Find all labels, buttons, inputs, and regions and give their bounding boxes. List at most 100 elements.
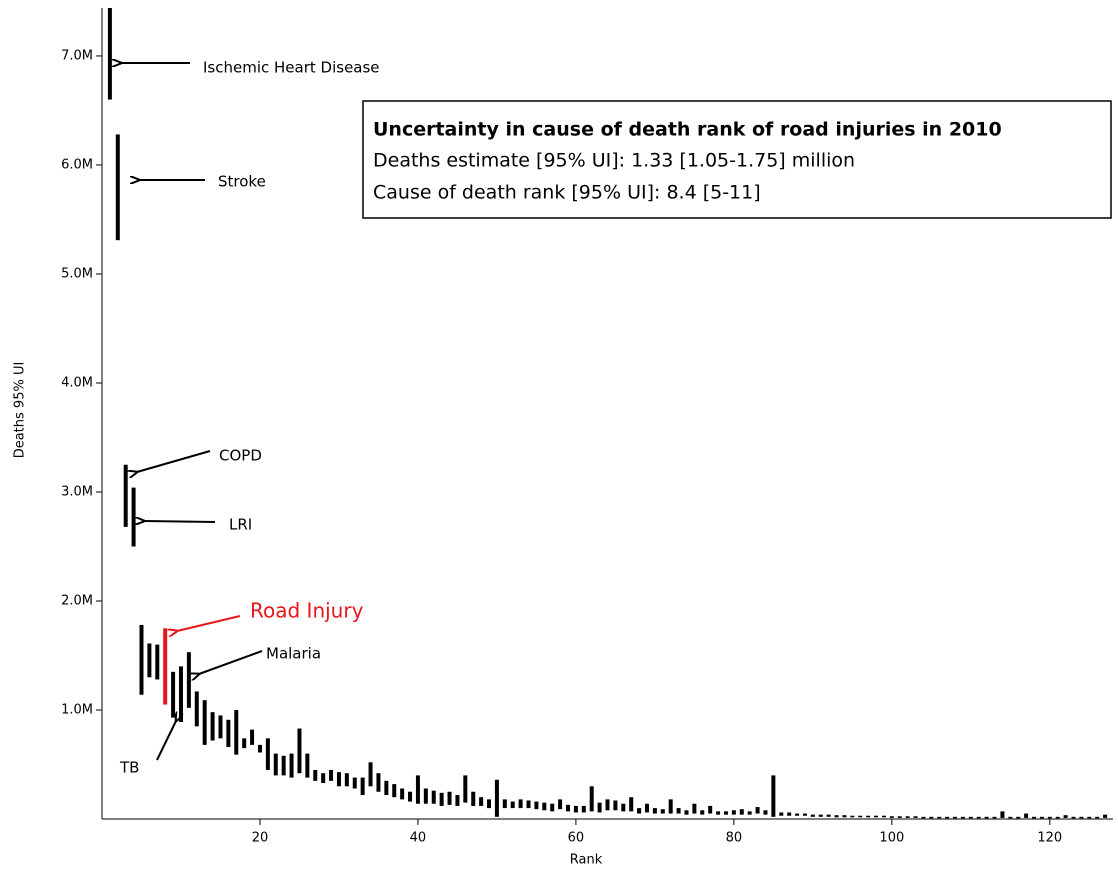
y-tick-label: 2.0M: [61, 593, 93, 608]
range-bar: [668, 799, 673, 814]
info-line: Cause of death rank [95% UI]: 8.4 [5-11]: [373, 182, 761, 204]
info-title: Uncertainty in cause of death rank of ro…: [373, 119, 1002, 141]
range-bar: [716, 811, 721, 815]
range-bar: [423, 788, 428, 804]
range-bar: [787, 812, 792, 816]
annotation: Stroke: [218, 173, 266, 191]
range-bar: [471, 791, 476, 806]
range-bar: [858, 815, 863, 818]
range-bar: [447, 791, 452, 805]
range-bar: [329, 769, 334, 781]
range-bar: [1016, 816, 1021, 819]
range-bar: [194, 691, 199, 727]
range-bar: [123, 464, 128, 527]
range-bar: [155, 644, 160, 680]
range-bar: [723, 811, 728, 815]
range-bar: [1032, 816, 1037, 819]
range-bar: [479, 797, 484, 806]
annotation: Malaria: [266, 645, 321, 663]
range-bar: [431, 790, 436, 804]
annotation: COPD: [219, 447, 262, 465]
y-tick-label: 3.0M: [61, 484, 93, 499]
range-bar: [700, 810, 705, 815]
range-bar: [368, 762, 373, 787]
range-bar: [202, 700, 207, 745]
range-bar: [558, 799, 563, 810]
range-bar: [795, 813, 800, 816]
annotation: LRI: [229, 516, 252, 534]
range-bar: [226, 719, 231, 748]
range-bar: [1095, 816, 1100, 819]
range-bar: [1071, 816, 1076, 819]
range-bar: [960, 816, 965, 819]
range-bar: [684, 810, 689, 815]
range-bar: [755, 807, 760, 814]
range-bar: [297, 728, 302, 774]
range-bar: [692, 803, 697, 814]
range-bar: [534, 801, 539, 810]
range-bar: [400, 788, 405, 800]
range-bar: [945, 816, 950, 819]
range-bar: [874, 815, 879, 818]
range-bar: [321, 773, 326, 784]
range-bar: [336, 772, 341, 787]
range-bar: [929, 816, 934, 819]
range-bar: [139, 624, 144, 695]
x-tick-label: 100: [879, 831, 904, 846]
range-bar: [913, 816, 918, 818]
range-bar: [163, 628, 168, 705]
range-bar: [834, 815, 839, 818]
range-bar: [1055, 816, 1060, 819]
range-bar: [131, 487, 136, 547]
range-bar: [866, 815, 871, 818]
range-bar: [352, 777, 357, 789]
range-bar: [921, 816, 926, 819]
range-bar: [660, 809, 665, 814]
range-bar: [289, 753, 294, 778]
y-tick-label: 1.0M: [61, 702, 93, 717]
range-bar: [542, 802, 547, 811]
range-bar: [881, 815, 886, 818]
annotation: Road Injury: [250, 599, 364, 623]
range-bar: [344, 773, 349, 787]
range-bar: [818, 814, 823, 817]
range-bar: [573, 805, 578, 813]
range-bar: [850, 815, 855, 818]
info-line: Deaths estimate [95% UI]: 1.33 [1.05-1.7…: [373, 150, 855, 172]
range-bar: [905, 816, 910, 818]
range-bar: [629, 797, 634, 812]
info-box: Uncertainty in cause of death rank of ro…: [362, 100, 1112, 219]
range-bar: [107, 8, 112, 100]
range-bar: [1087, 816, 1092, 819]
range-bar: [779, 812, 784, 816]
range-bar: [392, 784, 397, 798]
range-bar: [937, 816, 942, 819]
range-bar: [1024, 813, 1029, 818]
y-tick-label: 7.0M: [61, 48, 93, 63]
range-bar: [1008, 816, 1013, 819]
range-bar: [644, 803, 649, 813]
range-bar: [621, 803, 626, 812]
range-bar: [518, 799, 523, 809]
x-tick-label: 120: [1037, 831, 1062, 846]
range-bar: [250, 729, 255, 745]
range-bar: [1063, 815, 1068, 818]
range-bar: [376, 773, 381, 792]
range-bar: [802, 813, 807, 816]
range-bar: [313, 769, 318, 781]
range-bar: [171, 671, 176, 718]
range-bar: [415, 775, 420, 804]
range-bar: [984, 816, 989, 819]
range-bar: [305, 753, 310, 778]
range-bar: [257, 744, 262, 753]
range-bar: [613, 800, 618, 811]
range-bar: [360, 777, 365, 796]
range-bar: [589, 786, 594, 812]
range-bar: [771, 775, 776, 817]
range-bar: [889, 816, 894, 818]
range-bar: [1103, 814, 1108, 818]
range-bar: [1000, 811, 1005, 818]
range-bar: [455, 795, 460, 806]
range-bar: [597, 802, 602, 813]
range-bar: [178, 666, 183, 722]
